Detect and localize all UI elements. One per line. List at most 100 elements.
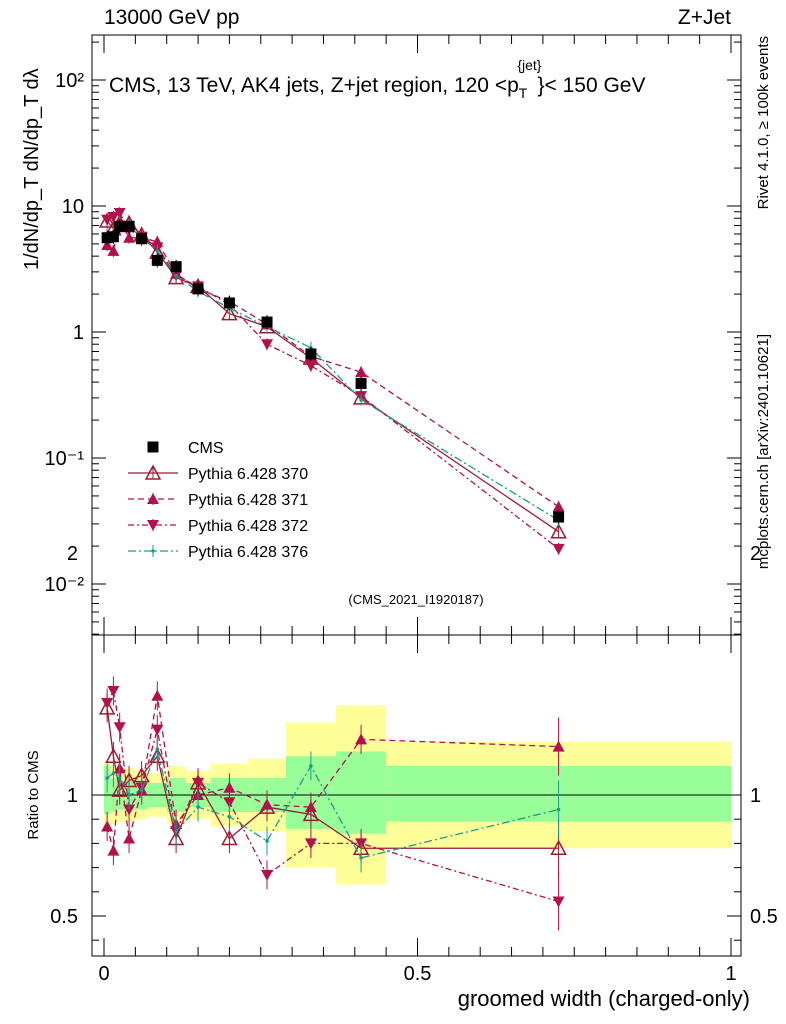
data-point bbox=[192, 283, 204, 295]
data-point bbox=[170, 261, 182, 273]
series-point-1 bbox=[221, 305, 238, 321]
data-point bbox=[305, 348, 317, 360]
plot-title-sub: T bbox=[519, 85, 528, 101]
legend: CMS Pythia 6.428 370 Pythia 6.428 371 Pythi… bbox=[128, 440, 308, 561]
ratio-point-4 bbox=[265, 839, 269, 843]
ratio-point-2 bbox=[123, 832, 136, 844]
ratio-point-2 bbox=[101, 820, 114, 832]
ratio-point-4 bbox=[127, 793, 131, 797]
ratio-point-1 bbox=[550, 839, 567, 855]
ratio-point-3 bbox=[261, 869, 274, 881]
y-axis-label: 1/dN/dp_T dN/dp_T dλ bbox=[21, 68, 43, 270]
data-point bbox=[355, 378, 367, 390]
ratio-point-2 bbox=[223, 781, 236, 793]
x-tick-label: 1 bbox=[725, 963, 736, 985]
data-point bbox=[136, 233, 148, 245]
ratio-point-4 bbox=[227, 814, 232, 819]
ratio-point-4 bbox=[174, 829, 178, 834]
y-tick-label: 1 bbox=[73, 322, 84, 344]
band-inner bbox=[335, 751, 387, 834]
ratio-point-2 bbox=[552, 740, 565, 752]
ratio-y-tick-label-right: 1 bbox=[750, 785, 761, 807]
x-tick-label: 0.5 bbox=[404, 963, 432, 985]
ratio-point-3 bbox=[101, 698, 114, 710]
data-point bbox=[151, 254, 163, 266]
ratio-point-3 bbox=[151, 724, 164, 736]
header-left: 13000 GeV pp bbox=[104, 6, 239, 29]
ratio-point-4 bbox=[309, 764, 313, 768]
ratio-point-3 bbox=[192, 777, 205, 789]
series-point-3 bbox=[304, 360, 317, 372]
ratio-panel: 0.5 0.5 1 1 2 2 0 0.5 1 bbox=[50, 543, 778, 985]
ratio-point-4 bbox=[105, 776, 109, 780]
ratio-y-label: Ratio to CMS bbox=[25, 750, 42, 839]
ratio-y-tick-label-right: 2 bbox=[750, 543, 761, 565]
series-point-3 bbox=[107, 211, 120, 223]
legend-label-2: Pythia 6.428 371 bbox=[188, 492, 308, 509]
ratio-point-4 bbox=[117, 776, 122, 780]
data-point bbox=[261, 316, 273, 328]
data-point bbox=[114, 220, 126, 232]
mcplots-label: mcplots.cern.ch [arXiv:2401.10621] bbox=[755, 334, 772, 569]
ratio-y-tick-label: 0.5 bbox=[50, 906, 78, 928]
legend-label-3: Pythia 6.428 372 bbox=[188, 518, 308, 535]
plot-title: CMS, 13 TeV, AK4 jets, Z+jet region, 120… bbox=[109, 57, 645, 101]
x-tick-label: 0 bbox=[98, 963, 109, 985]
ratio-point-3 bbox=[123, 804, 136, 816]
series-point-2 bbox=[123, 231, 136, 243]
legend-label-1: Pythia 6.428 370 bbox=[188, 466, 308, 483]
ratio-frame bbox=[91, 634, 742, 957]
ratio-point-4 bbox=[359, 856, 363, 860]
ratio-point-4 bbox=[111, 771, 116, 776]
plot-title-tail: }< 150 GeV bbox=[537, 74, 645, 97]
series-point-2 bbox=[355, 366, 368, 378]
ratio-point-3 bbox=[107, 685, 120, 697]
header-right: Z+Jet bbox=[678, 6, 731, 29]
series-point-1 bbox=[98, 212, 116, 228]
series-point-2 bbox=[552, 500, 565, 512]
ratio-point-4 bbox=[139, 788, 144, 792]
legend-marker-data bbox=[147, 441, 159, 453]
plot-title-sup: {jet} bbox=[517, 57, 541, 73]
ratio-y-tick-label: 1 bbox=[67, 785, 78, 807]
ratio-point-1 bbox=[111, 781, 128, 797]
series-point-1 bbox=[550, 523, 567, 539]
series-point-3 bbox=[101, 214, 114, 226]
rivet-label: Rivet 4.1.0, ≥ 100k events bbox=[755, 36, 772, 209]
ratio-point-4 bbox=[155, 747, 160, 751]
y-tick-label: 10² bbox=[55, 70, 84, 92]
series-point-4 bbox=[155, 249, 160, 253]
series-point-3 bbox=[113, 207, 126, 219]
data-point bbox=[553, 511, 565, 523]
ratio-y-tick-label: 2 bbox=[67, 543, 78, 565]
series-point-3 bbox=[261, 339, 274, 351]
analysis-tag: (CMS_2021_I1920187) bbox=[348, 592, 483, 607]
y-tick-label: 10⁻¹ bbox=[45, 448, 85, 470]
ratio-point-2 bbox=[261, 798, 274, 810]
ratio-point-3 bbox=[552, 896, 565, 908]
data-point bbox=[123, 220, 135, 232]
ratio-point-3 bbox=[113, 722, 126, 734]
ratio-point-4 bbox=[556, 807, 561, 812]
ratio-point-1 bbox=[221, 829, 238, 846]
ratio-point-2 bbox=[355, 733, 368, 745]
plot-title-main: CMS, 13 TeV, AK4 jets, Z+jet region, 120… bbox=[109, 74, 519, 97]
legend-marker-1 bbox=[144, 464, 162, 480]
legend-marker-4 bbox=[151, 549, 155, 553]
y-axis-label-text: 1/dN/dp_T dN/dp_T dλ bbox=[21, 68, 43, 270]
ratio-y-tick-label-right: 0.5 bbox=[750, 906, 778, 928]
legend-label-4: Pythia 6.428 376 bbox=[188, 544, 308, 561]
series-point-4 bbox=[174, 273, 178, 278]
legend-marker-3 bbox=[147, 520, 159, 531]
y-tick-label: 10⁻² bbox=[45, 574, 85, 596]
ratio-point-3 bbox=[304, 838, 317, 850]
ratio-point-2 bbox=[304, 801, 317, 813]
ratio-point-2 bbox=[107, 844, 120, 856]
x-axis-label: groomed width (charged-only) bbox=[458, 986, 750, 1011]
data-point bbox=[107, 231, 119, 243]
main-panel: 10⁻² 10⁻¹ 1 10 10² bbox=[45, 35, 741, 635]
legend-marker-2 bbox=[147, 493, 159, 504]
ratio-point-2 bbox=[151, 689, 164, 701]
data-point bbox=[223, 297, 235, 309]
